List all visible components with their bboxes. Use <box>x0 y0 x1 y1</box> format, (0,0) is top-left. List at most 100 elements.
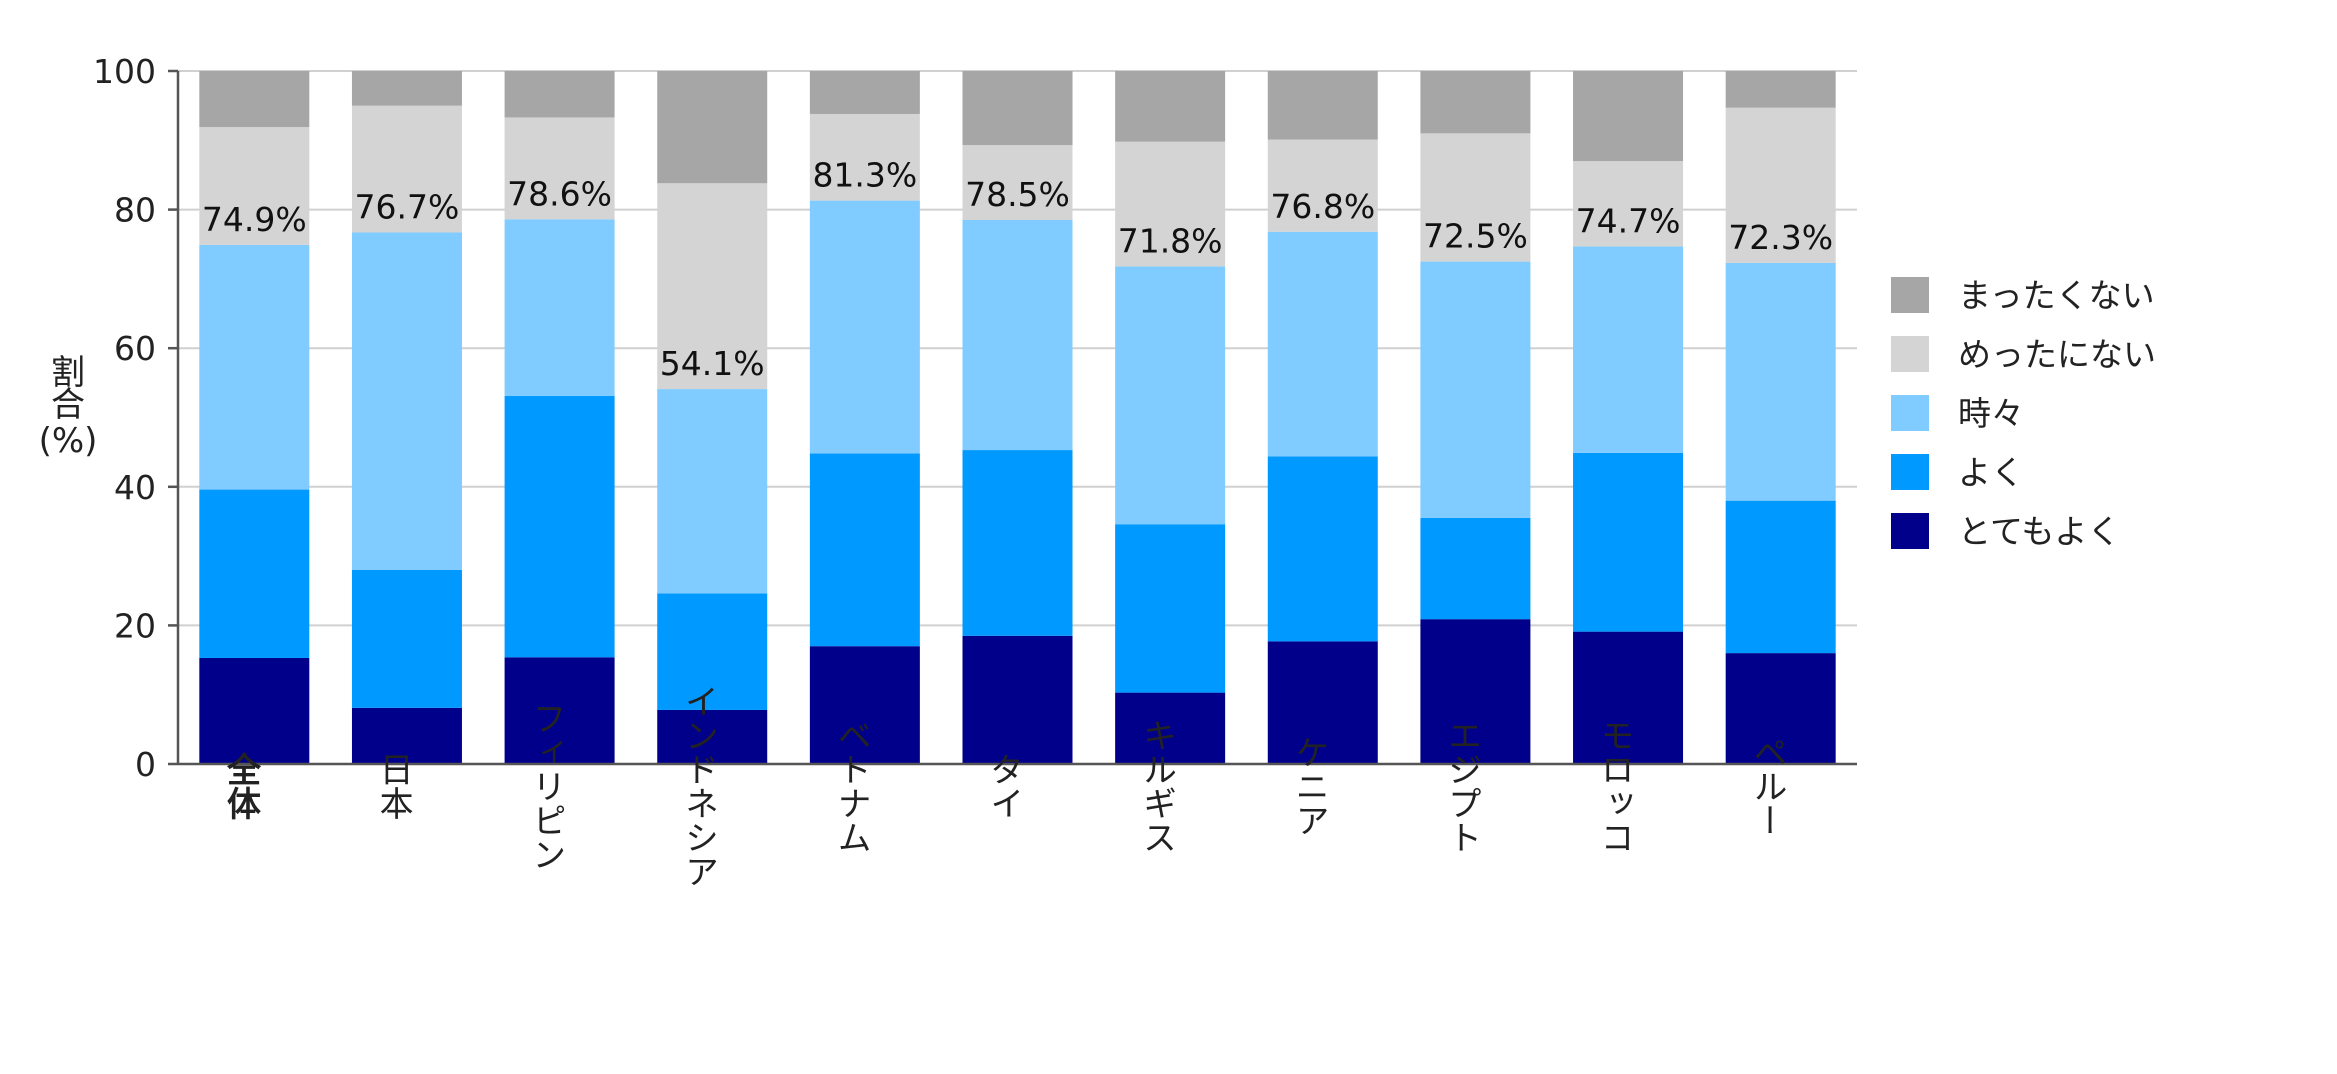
bar-segment <box>1725 262 1836 501</box>
bar-segment <box>657 709 768 764</box>
legend-label: まったくない <box>1958 276 2155 315</box>
bar-segment <box>351 232 462 570</box>
data-label: 81.3% <box>812 156 917 195</box>
bar-segment <box>1420 261 1531 518</box>
data-label: 74.7% <box>1576 201 1681 240</box>
bars <box>199 71 1836 764</box>
bar-segment <box>657 389 768 594</box>
x-category-label: エジプト <box>1442 718 1482 854</box>
x-category-label: ケニア <box>1289 735 1329 837</box>
bar-segment <box>657 593 768 710</box>
y-tick-label: 20 <box>114 606 156 645</box>
bar-segment <box>1725 107 1836 263</box>
bar-segment <box>199 244 310 490</box>
bar-segment <box>809 453 920 647</box>
bar-segment <box>199 489 310 658</box>
bar-segment <box>1267 71 1378 140</box>
x-category-label: キルギス <box>1136 718 1176 854</box>
axes <box>168 69 1857 766</box>
bar-segment <box>657 183 768 390</box>
data-label: 72.5% <box>1423 217 1528 256</box>
bar-segment <box>1420 71 1531 134</box>
bar-segment <box>1115 71 1226 142</box>
bar-segment <box>351 105 462 233</box>
bar-segment <box>809 113 920 201</box>
bar-segment <box>1115 692 1226 764</box>
data-labels: 74.9% 76.7% 78.6% 54.1% 81.3% 78.5% 71.8% 76.8%… <box>202 156 1833 383</box>
data-label: 78.5% <box>965 175 1070 214</box>
legend-swatch <box>1891 277 1929 313</box>
x-category-label: モロッコ <box>1594 718 1634 854</box>
bar-segment <box>504 396 615 658</box>
bar-segment <box>504 219 615 397</box>
legend-label: よく <box>1958 453 2024 492</box>
bar-segment <box>351 707 462 764</box>
x-category-labels: 全体 日本 フィリピン インドネシア ベトナム タイ キルギス ケニア エジプト モロッコ ペルー <box>221 684 1787 888</box>
bar-segment <box>1420 619 1531 764</box>
legend-swatch <box>1891 395 1929 431</box>
bar-segment <box>1725 71 1836 108</box>
data-label: 76.8% <box>1270 187 1375 226</box>
x-category-label: 全体 <box>221 751 262 820</box>
bar-segment <box>1725 500 1836 654</box>
bar-segment <box>962 219 1073 451</box>
data-label: 71.8% <box>1118 221 1223 260</box>
legend-swatch <box>1891 336 1929 372</box>
bar-segment <box>1573 161 1684 247</box>
legend-label: とてもよく <box>1958 512 2120 551</box>
bar-segment <box>504 657 615 764</box>
bar-segment <box>199 657 310 764</box>
y-tick-label: 100 <box>93 52 156 91</box>
data-label: 76.7% <box>355 187 460 226</box>
bar-segment <box>962 145 1073 220</box>
x-category-label: タイ <box>984 752 1024 820</box>
y-axis-title: 割合(%) <box>39 353 98 461</box>
x-category-label: ペルー <box>1747 735 1787 837</box>
data-label: 74.9% <box>202 200 307 239</box>
x-category-label: フィリピン <box>526 701 566 871</box>
bar-segment <box>1573 246 1684 453</box>
bar-segment <box>1573 71 1684 162</box>
x-category-label: 日本 <box>373 752 413 820</box>
bar-segment <box>504 71 615 118</box>
bar-segment <box>1267 641 1378 764</box>
bar-segment <box>1420 517 1531 620</box>
bar-segment <box>1267 231 1378 457</box>
x-category-label: ベトナム <box>831 718 871 854</box>
bar-segment <box>504 117 615 220</box>
x-category-label: インドネシア <box>678 684 718 888</box>
legend-label: めったにない <box>1958 335 2156 374</box>
bar-segment <box>657 71 768 184</box>
bar-segment <box>962 635 1073 764</box>
bar-segment <box>962 71 1073 146</box>
legend-label: 時々 <box>1958 394 2024 433</box>
y-tick-label: 0 <box>135 745 156 784</box>
bar-segment <box>199 127 310 245</box>
y-tick-label: 40 <box>114 468 156 507</box>
bar-segment <box>1573 452 1684 632</box>
bar-segment <box>351 569 462 708</box>
bar-segment <box>1725 653 1836 764</box>
bar-segment <box>809 71 920 114</box>
bar-segment <box>1267 456 1378 642</box>
data-label: 54.1% <box>660 344 765 383</box>
y-tick-label: 80 <box>114 191 156 230</box>
bar-segment <box>1115 266 1226 525</box>
bar-segment <box>1573 631 1684 764</box>
legend-swatch <box>1891 513 1929 549</box>
data-label: 78.6% <box>507 174 612 213</box>
bar-segment <box>199 71 310 128</box>
y-tick-labels: 0 20 40 60 80 100 <box>93 52 156 784</box>
bar-segment <box>351 71 462 106</box>
legend-swatch <box>1891 454 1929 490</box>
y-axis-label: 割合(%) <box>39 353 98 461</box>
y-tick-label: 60 <box>114 329 156 368</box>
bar-segment <box>809 200 920 454</box>
bar-segment <box>1267 139 1378 232</box>
bar-segment <box>809 646 920 764</box>
bar-segment <box>1115 524 1226 693</box>
bar-segment <box>1115 141 1226 267</box>
bar-segment <box>962 450 1073 636</box>
